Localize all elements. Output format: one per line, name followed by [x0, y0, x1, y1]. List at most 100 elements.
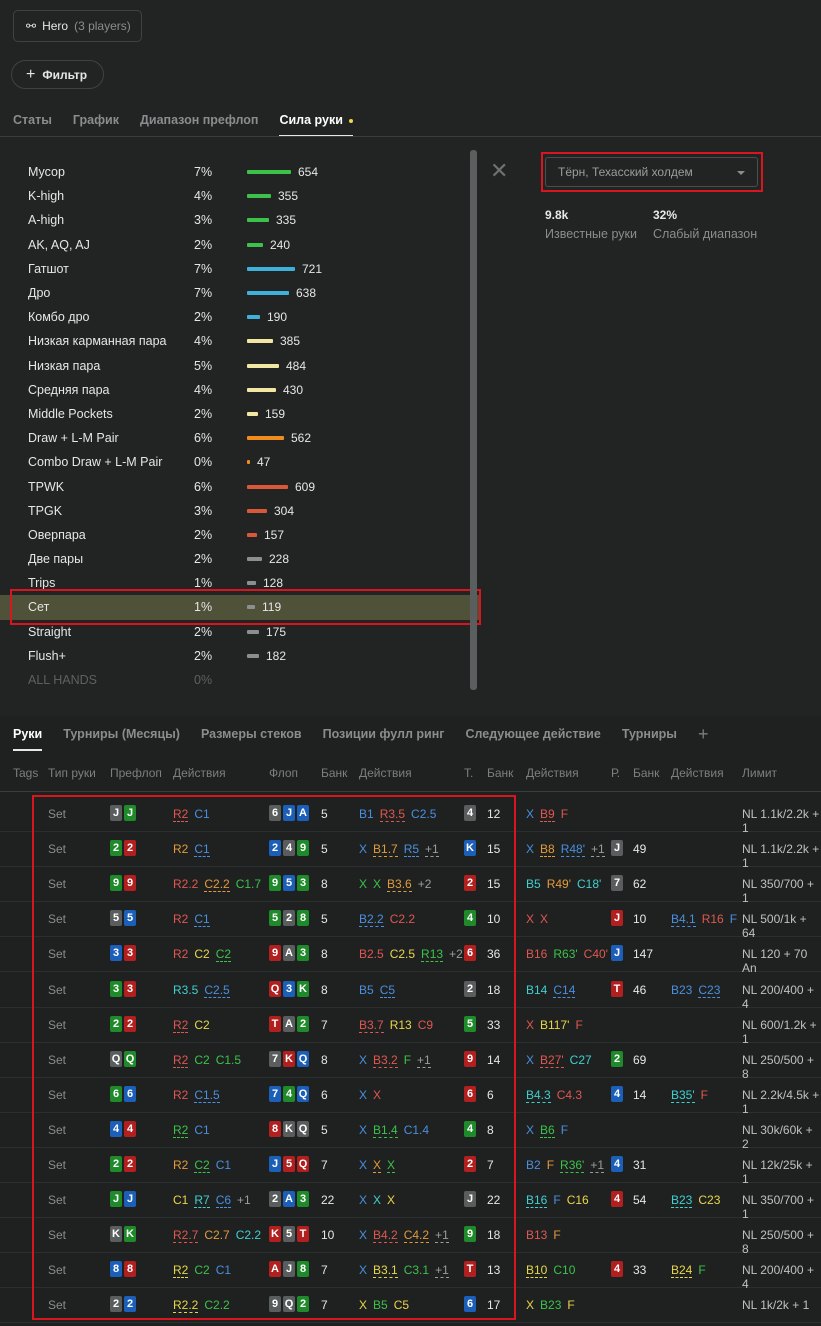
tab-positions[interactable]: Позиции фулл ринг — [322, 727, 445, 741]
limit: NL 120 + 70 An — [742, 947, 808, 976]
action: X — [359, 1122, 368, 1137]
strength-row[interactable]: A-high 3% 335 — [0, 208, 480, 232]
strength-row[interactable]: Flush+ 2% 182 — [0, 644, 480, 668]
table-row[interactable]: Set J J C1 R7 C6 +1 2 A 3 22 X X X J 22 B16 F C16 4 54 B23 C23… — [0, 1183, 821, 1221]
table-row[interactable]: Set K K R2.7 C2.7 C2.2 K 5 T 10 X B4.2 C4.2 +1 9 18 B13 F… — [0, 1218, 821, 1256]
tab-next-action[interactable]: Следующее действие — [465, 727, 601, 741]
strength-row[interactable]: Draw + L-M Pair 6% 562 — [0, 426, 480, 450]
action: B5 — [373, 1298, 388, 1313]
tab-graph[interactable]: График — [72, 113, 119, 127]
strength-row[interactable]: Две пары 2% 228 — [0, 547, 480, 571]
street-select[interactable]: Тёрн, Техасский холдем — [545, 157, 758, 187]
limit: NL 1.1k/2.2k + 1 — [742, 842, 820, 871]
tab-stack-sizes[interactable]: Размеры стеков — [200, 727, 302, 741]
table-row[interactable]: Set J J R2 C1 6 J A 5 B1 R3.5 C2.5 4 12 X B9 F NL 1.1k/2.… — [0, 797, 821, 835]
table-row[interactable]: Set 5 5 R2 C1 5 2 8 5 B2.2 C2.2 4 10 X X J 10 B4.1 R16 F NL … — [0, 902, 821, 940]
tab-tournaments-months[interactable]: Турниры (Месяцы) — [63, 727, 180, 741]
strength-name: Две пары — [28, 552, 84, 567]
action: R2.2 — [173, 877, 199, 892]
column-header[interactable]: Действия — [359, 766, 412, 780]
column-header[interactable]: Тип руки — [48, 766, 96, 780]
strength-row[interactable]: Комбо дро 2% 190 — [0, 305, 480, 329]
strength-row[interactable]: Сет 1% 119 — [0, 595, 480, 620]
strength-row[interactable]: Низкая пара 5% 484 — [0, 354, 480, 378]
table-row[interactable]: Set Q Q R2 C2 C1.5 7 K Q 8 X B3.2 F +1 9 14 X B27' C27 2 69 N… — [0, 1043, 821, 1081]
tab-hands[interactable]: Руки — [13, 727, 43, 751]
scrollbar[interactable] — [470, 150, 477, 690]
table-row[interactable]: Set 9 9 R2.2 C2.2 C1.7 9 5 3 8 X X B3.6 +2 2 15 B5 R49' C1… — [0, 867, 821, 905]
strength-bar — [247, 339, 273, 344]
tab-stats[interactable]: Статы — [13, 113, 52, 127]
action: B3.6 — [387, 877, 412, 893]
known-hands-label: Известные руки — [545, 227, 637, 241]
strength-row[interactable]: ALL HANDS 0% — [0, 668, 480, 692]
action: +1 — [237, 1193, 251, 1208]
action: C6 — [215, 1193, 232, 1209]
strength-row[interactable]: Оверпара 2% 157 — [0, 523, 480, 547]
column-header[interactable]: Флоп — [269, 766, 299, 780]
action: X — [373, 877, 382, 892]
table-row[interactable]: Set 2 2 R2 C2 C1 J 5 Q 7 X X X 2 7 B2 F R36' +1 4 31 NL 12k/2… — [0, 1148, 821, 1186]
strength-row[interactable]: Middle Pockets 2% 159 — [0, 402, 480, 426]
action-group: B1 R3.5 C2.5 — [359, 807, 436, 822]
strength-row[interactable]: Trips 1% 128 — [0, 571, 480, 595]
column-header[interactable]: Действия — [526, 766, 579, 780]
column-header[interactable]: Банк — [321, 766, 348, 780]
card: K — [124, 1226, 136, 1243]
card: 2 — [269, 1191, 281, 1208]
column-header[interactable]: Лимит — [742, 766, 778, 780]
strength-row[interactable]: Мусор 7% 654 — [0, 160, 480, 184]
player-selector-button[interactable]: ⚯ Hero (3 players) — [13, 10, 142, 42]
action: C2.2 — [235, 1228, 262, 1243]
tab-tournaments[interactable]: Турниры — [621, 727, 677, 741]
column-header[interactable]: Действия — [173, 766, 226, 780]
card-group: 4 — [611, 1191, 625, 1208]
column-header[interactable]: Р. — [611, 766, 621, 780]
strength-row[interactable]: Низкая карманная пара 4% 385 — [0, 329, 480, 353]
column-header[interactable]: T. — [464, 766, 474, 780]
column-header[interactable]: Tags — [13, 766, 39, 780]
strength-row[interactable]: Combo Draw + L-M Pair 0% 47 — [0, 450, 480, 474]
column-header[interactable]: Банк — [487, 766, 514, 780]
strength-row[interactable]: AK, AQ, AJ 2% 240 — [0, 233, 480, 257]
strength-row[interactable]: TPWK 6% 609 — [0, 474, 480, 498]
action: F — [700, 1087, 708, 1102]
column-header[interactable]: Банк — [633, 766, 660, 780]
strength-name: Trips — [28, 576, 56, 591]
card: 7 — [611, 875, 623, 892]
tab-hand-strength[interactable]: Сила руки — [279, 113, 353, 137]
tab-preflop-range[interactable]: Диапазон префлоп — [139, 113, 259, 127]
column-header[interactable]: Префлоп — [110, 766, 162, 780]
action-group: R2 C2 C1 — [173, 1158, 231, 1173]
card: 4 — [283, 1085, 295, 1102]
add-tab-icon[interactable]: + — [697, 724, 709, 744]
card: 9 — [269, 945, 281, 962]
strength-row[interactable]: TPGK 3% 304 — [0, 499, 480, 523]
table-row[interactable]: Set 2 2 R2 C1 2 4 9 5 X B1.7 R5 +1 K 15 X B8 R48' +1 J 49 NL … — [0, 832, 821, 871]
table-row[interactable]: Set 3 3 R2 C2 C2 9 A 3 8 B2.5 C2.5 R13 +2 6 36 B16 R63' C4… — [0, 937, 821, 976]
table-row[interactable]: Set 2 2 R2 C2 T A 2 7 B3.7 R13 C9 5 33 X B117' F NL 600/1… — [0, 1008, 821, 1046]
table-row[interactable]: Set 2 2 R2.2 C2.2 9 Q 2 7 X B5 C5 6 17 X B23 F NL 1k/2k +… — [0, 1288, 821, 1324]
strength-row[interactable]: Straight 2% 175 — [0, 620, 480, 644]
strength-row[interactable]: Дро 7% 638 — [0, 281, 480, 305]
limit: NL 200/400 + 4 — [742, 982, 814, 1011]
filter-button[interactable]: + Фильтр — [11, 60, 104, 89]
table-row[interactable]: Set 3 3 R3.5 C2.5 Q 3 K 8 B5 C5 2 18 B14 C14 T 46 B23 C23 N… — [0, 973, 821, 1011]
action: C2.5 — [411, 807, 437, 821]
card: K — [269, 1226, 281, 1243]
table-row[interactable]: Set 4 4 R2 C1 8 K Q 5 X B1.4 C1.4 4 8 X B6 F NL 30k/60k +… — [0, 1113, 821, 1151]
action: C1 — [194, 842, 210, 858]
table-row[interactable]: Set 8 8 R2 C2 C1 A J 8 7 X B3.1 C3.1 +1 T 13 B10 C10 4 33 B2… — [0, 1253, 821, 1291]
strength-row[interactable]: K-high 4% 355 — [0, 184, 480, 208]
close-icon[interactable]: ✕ — [490, 158, 509, 183]
strength-row[interactable]: Гатшот 7% 721 — [0, 257, 480, 281]
card: 2 — [124, 1296, 136, 1313]
strength-row[interactable]: Средняя пара 4% 430 — [0, 378, 480, 402]
action: C40' — [583, 947, 608, 962]
column-header[interactable]: Действия — [671, 766, 724, 780]
table-row[interactable]: Set 6 6 R2 C1.5 7 4 Q 6 X X 6 6 B4.3 C4.3 4 14 B35' F NL 2.… — [0, 1078, 821, 1116]
limit: NL 1.1k/2.2k + 1 — [742, 807, 820, 835]
action-group: B2.2 C2.2 — [359, 912, 415, 928]
